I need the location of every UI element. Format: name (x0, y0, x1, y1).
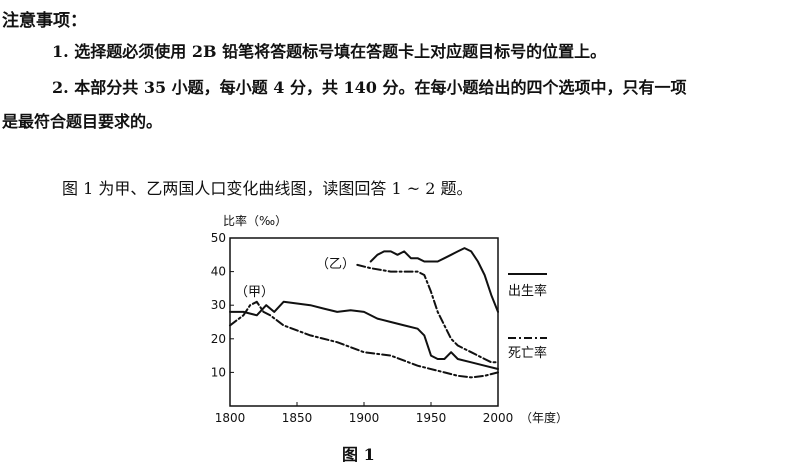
legend-label-birth: 出生率 (508, 283, 547, 299)
question-intro: 图 1 为甲、乙两国人口变化曲线图，读图回答 1 ~ 2 题。 (62, 179, 473, 198)
series-line-jia-birth-rate (229, 300, 499, 370)
x-axis-title: （年度） (520, 410, 568, 425)
notice-title: 注意事项： (2, 11, 87, 31)
y-axis-title: 比率（‰） (223, 213, 287, 228)
series-line-yi-birth-rate (369, 247, 499, 313)
annotation-yi: （乙） (316, 257, 355, 272)
figure-caption: 图 1 (342, 445, 375, 464)
annotation-jia: （甲） (235, 285, 274, 300)
legend-label-death: 死亡率 (508, 345, 547, 361)
rule-1: 1. 选择题必须使用 2B 铅笔将答题标号填在答题卡上对应题目标号的位置上。 (52, 42, 607, 61)
x-tick-label: 1800 (215, 411, 246, 425)
x-tick-label: 2000 (483, 411, 514, 425)
x-tick-label: 1850 (282, 411, 313, 425)
y-tick-label: 30 (211, 298, 226, 312)
y-tick-label: 50 (211, 231, 226, 245)
x-tick-label: 1950 (416, 411, 447, 425)
y-tick-label: 40 (211, 265, 226, 279)
x-tick-label: 1900 (349, 411, 380, 425)
rule-2: 2. 本部分共 35 小题，每小题 4 分，共 140 分。在每小题给出的四个选… (52, 78, 687, 97)
rule-2-continued: 是最符合题目要求的。 (2, 112, 163, 131)
y-tick-label: 20 (211, 332, 226, 346)
series-line-yi-death-rate (356, 263, 499, 364)
y-tick-label: 10 (211, 365, 226, 379)
series-line-jia-death-rate (229, 300, 499, 379)
plot-frame (229, 237, 499, 407)
